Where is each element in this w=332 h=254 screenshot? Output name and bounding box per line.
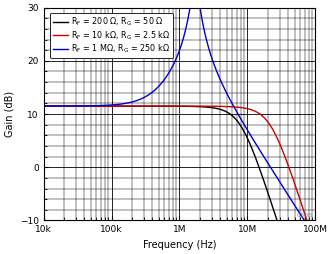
Y-axis label: Gain (dB): Gain (dB) bbox=[4, 91, 14, 137]
Legend: R$_\mathregular{F}$ = 200 Ω, R$_\mathregular{G}$ = 50 Ω, R$_\mathregular{F}$ = 1: R$_\mathregular{F}$ = 200 Ω, R$_\mathreg… bbox=[50, 13, 173, 58]
Text: C505: C505 bbox=[296, 213, 313, 218]
X-axis label: Frequency (Hz): Frequency (Hz) bbox=[143, 240, 216, 250]
